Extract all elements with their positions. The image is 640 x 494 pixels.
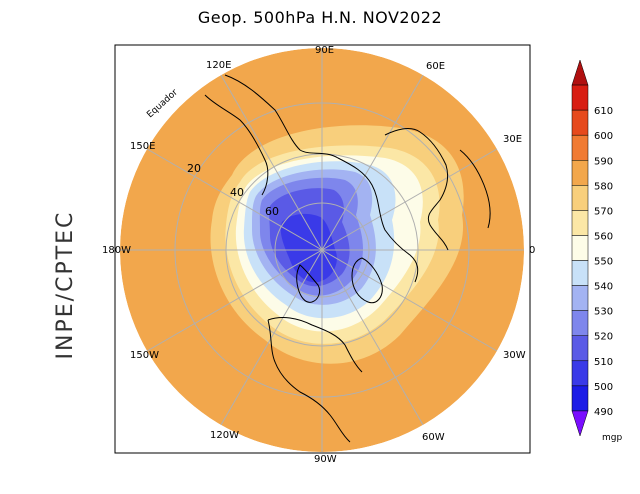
colorbar-swatch (571, 210, 589, 236)
colorbar-tick-label: 510 (594, 357, 613, 368)
colorbar-swatch (571, 235, 589, 261)
lon-label-30w: 30W (503, 350, 526, 361)
colorbar-swatch (571, 84, 589, 111)
lon-label-120w: 120W (210, 430, 239, 441)
graticule (120, 48, 524, 452)
lat-label-60: 60 (265, 205, 279, 218)
coast-asia-east (204, 94, 269, 196)
colorbar-tick-label: 540 (594, 282, 613, 293)
colorbar-swatch (571, 335, 589, 362)
colorbar-tick-label: 610 (594, 106, 613, 117)
coast-eurasia (224, 74, 419, 283)
lon-label-30e: 30E (503, 134, 522, 145)
coast-arctic-archipelago (296, 264, 321, 303)
colorbar-tick-label: 550 (594, 257, 613, 268)
lat-label-40: 40 (230, 186, 244, 199)
meridian-line (146, 148, 323, 251)
meridian-line (321, 249, 424, 426)
colorbar-swatch (571, 134, 589, 161)
coastlines (204, 74, 491, 443)
colorbar-tick-label: 600 (594, 131, 613, 142)
meridian-line (220, 74, 323, 251)
lon-label-180w: 180W (102, 245, 131, 256)
lon-label-90w: 90W (314, 454, 337, 465)
lon-label-150e: 150E (130, 141, 155, 152)
lon-label-60e: 60E (426, 61, 445, 72)
colorbar-swatch (571, 410, 589, 437)
lon-label-0: 0 (529, 245, 535, 256)
coast-africa (459, 149, 491, 229)
meridian-line (321, 74, 424, 251)
coast-europe (384, 128, 449, 251)
colorbar-tick-label: 500 (594, 382, 613, 393)
colorbar-tick-label: 490 (594, 407, 613, 418)
lon-label-150w: 150W (130, 350, 159, 361)
colorbar-tick-label: 580 (594, 181, 613, 192)
meridian-line (220, 249, 323, 426)
colorbar-swatch (571, 109, 589, 136)
map-title: Geop. 500hPa H.N. NOV2022 (197, 8, 443, 27)
colorbar-swatch (571, 59, 589, 86)
colorbar-tick-label: 560 (594, 231, 613, 242)
meridian-line (321, 148, 498, 251)
colorbar-swatch (571, 185, 589, 211)
lon-label-120e: 120E (206, 60, 231, 71)
colorbar-tick-label: 570 (594, 206, 613, 217)
colorbar-tick-label: 520 (594, 332, 613, 343)
lon-label-90e: 90E (315, 45, 334, 56)
lon-label-60w: 60W (422, 432, 445, 443)
colorbar-swatch (571, 160, 589, 186)
colorbar-swatch (571, 260, 589, 286)
colorbar: 490 500 510 520 530 540 550 560 570 580 590 600 610 (571, 59, 613, 437)
colorbar-swatch (571, 285, 589, 311)
colorbar-tick-label: 590 (594, 156, 613, 167)
colorbar-unit: mgp (602, 433, 622, 443)
field-510 (280, 213, 337, 283)
meridian-line (321, 249, 498, 352)
coast-greenland (351, 257, 383, 304)
colorbar-swatch (571, 385, 589, 412)
lat-label-20: 20 (187, 162, 201, 175)
colorbar-tick-label: 530 (594, 307, 613, 318)
coast-north-america (267, 317, 363, 443)
colorbar-swatch (571, 360, 589, 387)
meridian-line (146, 249, 323, 352)
colorbar-swatch (571, 310, 589, 336)
